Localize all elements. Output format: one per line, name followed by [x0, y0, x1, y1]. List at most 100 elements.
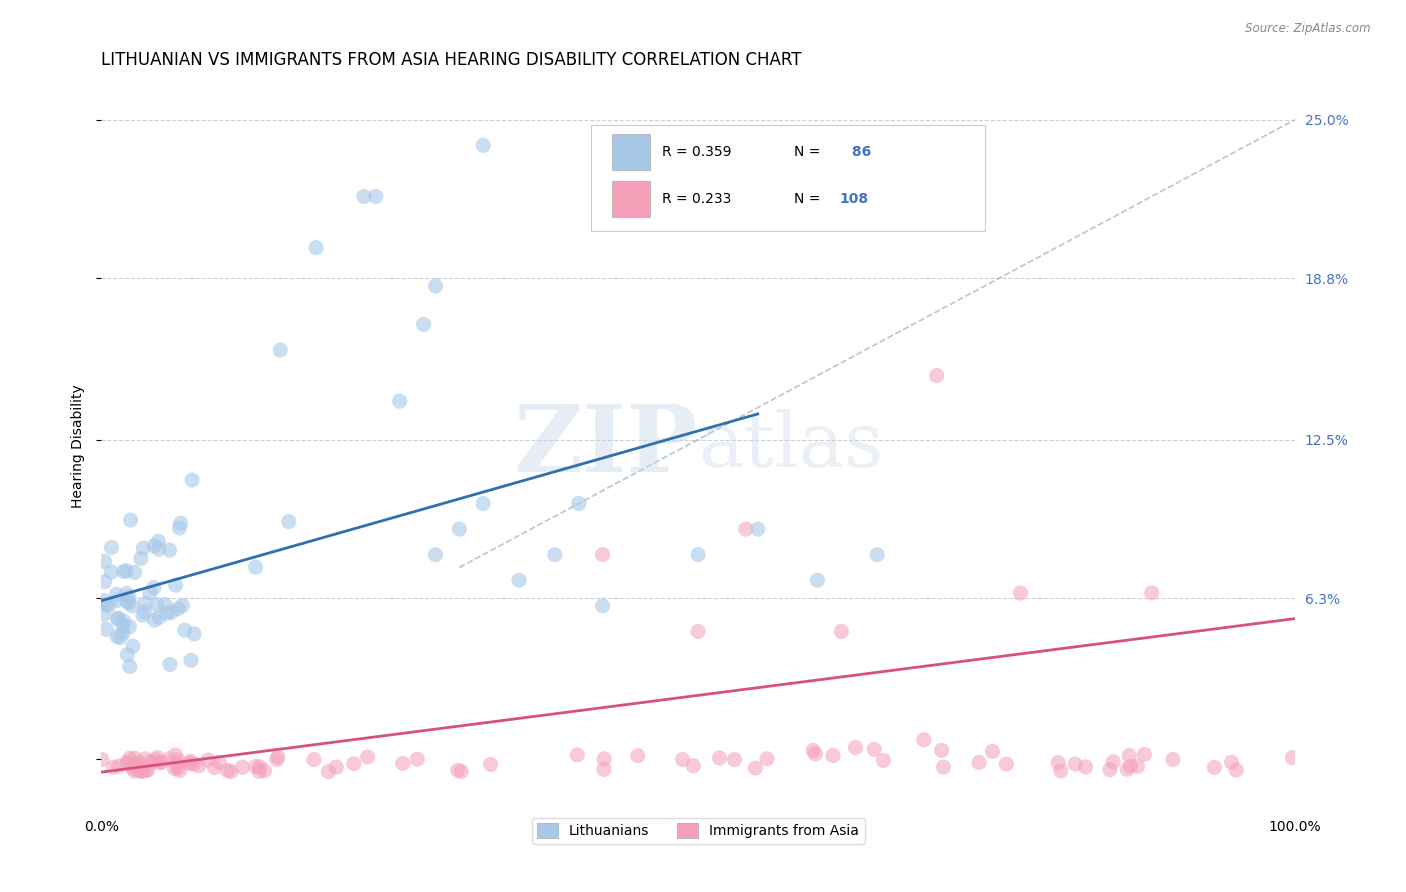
- Point: [356, 750, 378, 764]
- Point: [160, 605, 183, 619]
- Point: [325, 760, 347, 774]
- Point: [146, 598, 169, 612]
- Point: [103, 760, 125, 774]
- Point: [93, 574, 115, 589]
- Point: [1047, 756, 1070, 770]
- Point: [172, 599, 194, 613]
- Point: [447, 764, 470, 778]
- Point: [173, 623, 195, 637]
- Point: [134, 596, 156, 610]
- Point: [120, 513, 142, 527]
- Point: [166, 761, 188, 775]
- Point: [108, 631, 131, 645]
- Point: [863, 742, 886, 756]
- Point: [128, 756, 150, 770]
- Point: [105, 630, 128, 644]
- Point: [925, 368, 948, 383]
- Point: [165, 748, 187, 763]
- Point: [247, 764, 270, 779]
- Point: [912, 732, 935, 747]
- Point: [143, 613, 166, 627]
- Point: [425, 548, 447, 562]
- Point: [129, 764, 152, 779]
- Point: [136, 763, 159, 777]
- Point: [115, 564, 138, 578]
- Point: [756, 752, 779, 766]
- Point: [134, 752, 156, 766]
- Point: [1064, 757, 1087, 772]
- Point: [472, 496, 495, 510]
- Point: [217, 764, 239, 778]
- Point: [146, 750, 169, 764]
- Point: [269, 343, 291, 357]
- Point: [167, 601, 190, 615]
- Point: [115, 756, 138, 770]
- Point: [388, 394, 411, 409]
- Text: ZIP: ZIP: [513, 401, 699, 491]
- Point: [1204, 760, 1226, 774]
- Legend: Lithuanians, Immigrants from Asia: Lithuanians, Immigrants from Asia: [531, 818, 865, 844]
- Point: [1133, 747, 1156, 762]
- Point: [112, 618, 135, 632]
- Point: [425, 279, 447, 293]
- Point: [508, 573, 530, 587]
- Point: [121, 599, 143, 613]
- Point: [967, 756, 990, 770]
- Point: [391, 756, 413, 771]
- Point: [995, 757, 1018, 772]
- Point: [157, 752, 180, 766]
- FancyBboxPatch shape: [612, 181, 651, 217]
- Point: [180, 653, 202, 667]
- Point: [208, 756, 231, 770]
- Point: [117, 756, 139, 770]
- Point: [135, 764, 157, 778]
- Point: [94, 598, 117, 612]
- Point: [169, 764, 191, 778]
- FancyBboxPatch shape: [612, 134, 651, 169]
- Point: [1049, 764, 1071, 778]
- Text: LITHUANIAN VS IMMIGRANTS FROM ASIA HEARING DISABILITY CORRELATION CHART: LITHUANIAN VS IMMIGRANTS FROM ASIA HEARI…: [101, 51, 801, 69]
- Point: [156, 607, 179, 621]
- Point: [734, 522, 756, 536]
- Point: [105, 587, 128, 601]
- Text: atlas: atlas: [699, 409, 883, 483]
- Point: [1118, 748, 1140, 763]
- Point: [249, 760, 271, 774]
- Point: [1098, 763, 1121, 777]
- Point: [593, 752, 616, 766]
- Point: [318, 764, 340, 779]
- Point: [872, 754, 894, 768]
- Point: [169, 521, 191, 535]
- Point: [121, 757, 143, 772]
- Point: [1281, 750, 1303, 764]
- Point: [165, 578, 187, 592]
- Point: [232, 760, 254, 774]
- Point: [118, 596, 141, 610]
- Point: [169, 516, 191, 531]
- Point: [266, 752, 288, 766]
- Point: [181, 473, 204, 487]
- Point: [93, 554, 115, 568]
- Point: [1102, 755, 1125, 769]
- Point: [866, 548, 889, 562]
- Point: [412, 318, 434, 332]
- Point: [709, 751, 731, 765]
- Point: [90, 752, 112, 766]
- Point: [150, 756, 173, 770]
- Point: [1116, 762, 1139, 776]
- Point: [830, 624, 852, 639]
- Text: N =: N =: [793, 145, 824, 159]
- Point: [567, 747, 589, 762]
- Point: [1140, 586, 1163, 600]
- FancyBboxPatch shape: [591, 125, 984, 231]
- Point: [406, 752, 429, 766]
- Point: [568, 496, 591, 510]
- Point: [112, 626, 135, 640]
- Point: [96, 622, 118, 636]
- Point: [1074, 760, 1097, 774]
- Text: 108: 108: [839, 192, 868, 206]
- Point: [931, 743, 953, 757]
- Point: [129, 551, 152, 566]
- Point: [1161, 752, 1184, 766]
- Point: [112, 565, 135, 579]
